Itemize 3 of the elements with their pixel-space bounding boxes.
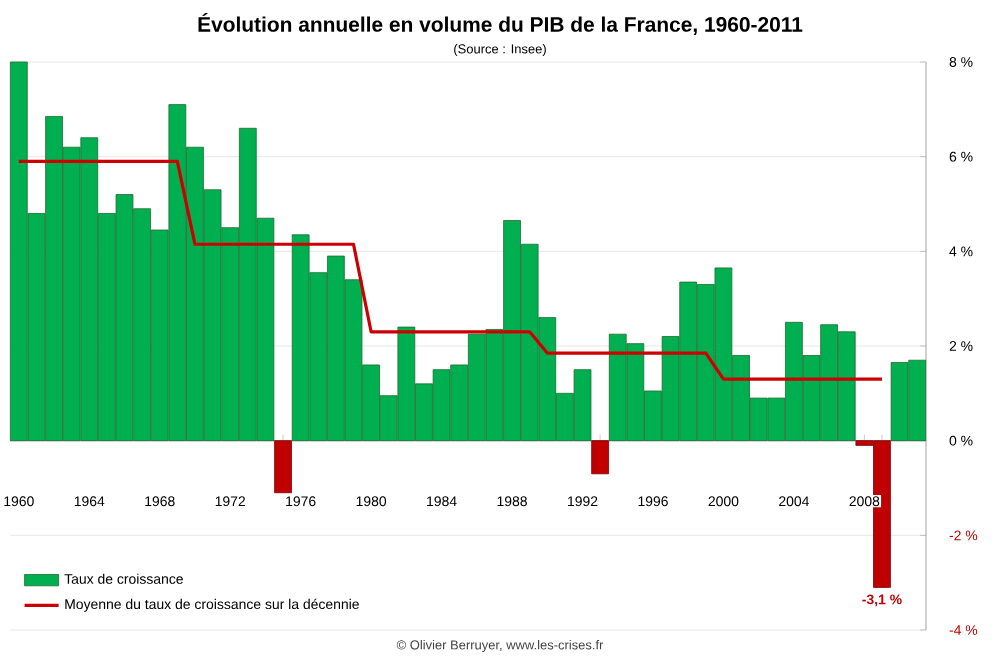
chart-title: Évolution annuelle en volume du PIB de la France, 1960-2011 — [198, 13, 803, 35]
bar — [591, 440, 609, 475]
bar — [274, 440, 292, 494]
